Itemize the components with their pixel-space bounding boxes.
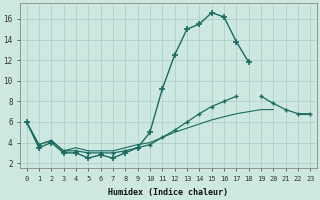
- X-axis label: Humidex (Indice chaleur): Humidex (Indice chaleur): [108, 188, 228, 197]
